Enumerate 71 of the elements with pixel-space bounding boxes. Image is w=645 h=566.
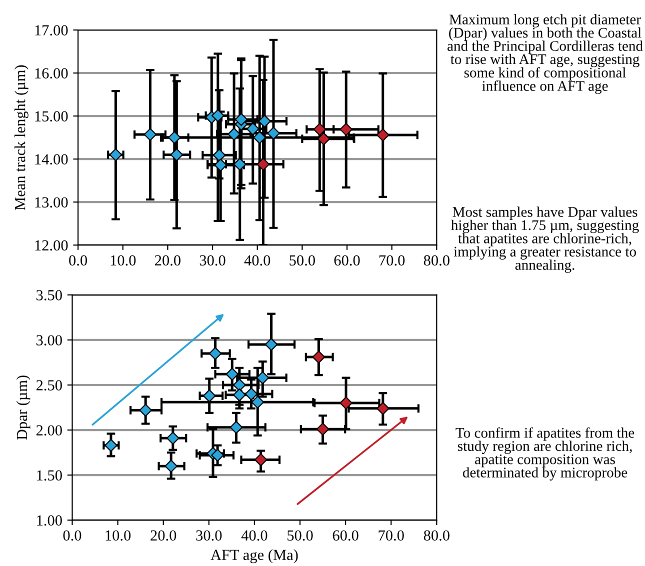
y-tick-label: 3.00 xyxy=(36,335,62,346)
y-tick-label: 1.50 xyxy=(37,470,62,481)
x-tick-label: 70.0 xyxy=(379,255,405,266)
x-tick-label: 20.0 xyxy=(150,530,176,541)
y-tick-label: 13.00 xyxy=(35,197,68,208)
x-tick-label: 50.0 xyxy=(290,255,315,266)
point xyxy=(208,347,222,360)
point xyxy=(228,128,240,141)
point xyxy=(202,389,216,402)
point xyxy=(313,122,326,136)
text: To confirm if apatites from the study region are chlorine rich, apatite composition was determinated by microprobe xyxy=(456,427,634,480)
y-tick-label: 15.00 xyxy=(35,111,68,122)
x-tick-label: 60.0 xyxy=(334,255,360,266)
y-tick-label: 2.00 xyxy=(36,425,62,436)
x-tick-label: 0.0 xyxy=(63,530,82,541)
point xyxy=(232,388,246,402)
point xyxy=(214,158,228,172)
y-tick-label: 14.00 xyxy=(35,154,68,165)
x-tick-label: 50.0 xyxy=(288,530,313,541)
x-tick-label: 10.0 xyxy=(110,255,136,266)
point xyxy=(256,371,270,384)
point xyxy=(316,422,330,436)
point xyxy=(212,148,226,162)
point xyxy=(264,338,278,351)
point xyxy=(251,396,264,409)
point xyxy=(104,438,118,452)
point xyxy=(144,128,157,141)
y-tick-label: 12.00 xyxy=(35,240,68,251)
y-axis-title: Dpar (µm) xyxy=(16,376,30,440)
point xyxy=(376,402,390,415)
text: Most samples have Dpar values higher than 1.75 µm, suggesting that apatites are chlorine-rich, implying a greater resistance to annealing. xyxy=(451,206,639,273)
point xyxy=(312,350,326,364)
point xyxy=(164,460,178,473)
x-tick-label: 40.0 xyxy=(241,530,268,541)
x-tick-label: 60.0 xyxy=(332,530,358,541)
y-tick-label: 2.50 xyxy=(36,380,62,391)
x-tick-label: 80.0 xyxy=(424,530,450,541)
x-tick-label: 70.0 xyxy=(378,530,404,541)
point xyxy=(230,420,243,434)
point xyxy=(340,396,352,410)
point xyxy=(340,122,353,136)
x-tick-label: 80.0 xyxy=(424,255,450,266)
y-tick-label: 3.50 xyxy=(36,290,62,300)
point xyxy=(232,378,246,392)
point xyxy=(233,158,246,171)
point xyxy=(253,131,266,144)
y-axis-title: Mean track lenght (µm) xyxy=(14,65,28,210)
point xyxy=(267,126,280,140)
x-tick-label: 30.0 xyxy=(196,530,222,541)
y-tick-label: 1.00 xyxy=(37,515,62,526)
y-tick-label: 17.00 xyxy=(35,25,68,36)
point xyxy=(244,388,258,400)
x-tick-label: 30.0 xyxy=(200,255,226,266)
point xyxy=(166,432,180,445)
point xyxy=(254,453,268,466)
x-axis-title: AFT age (Ma) xyxy=(210,549,298,564)
y-tick-label: 16.00 xyxy=(35,68,68,79)
point xyxy=(109,148,122,162)
point xyxy=(317,132,330,146)
point xyxy=(139,404,152,417)
text: Maximum long etch pit diameter (Dpar) values in both the Coastal and the Principal Cordilleras tend to rise with AFT age, suggesting some kind of compositional influence on AFT age xyxy=(448,14,643,94)
point xyxy=(168,131,181,144)
x-tick-label: 20.0 xyxy=(155,255,180,266)
point xyxy=(256,158,270,171)
point xyxy=(234,113,248,126)
point xyxy=(376,128,390,142)
point xyxy=(170,148,184,162)
x-tick-label: 40.0 xyxy=(244,255,270,266)
x-tick-label: 0.0 xyxy=(69,255,88,266)
x-tick-label: 10.0 xyxy=(106,530,131,541)
point xyxy=(211,448,224,462)
